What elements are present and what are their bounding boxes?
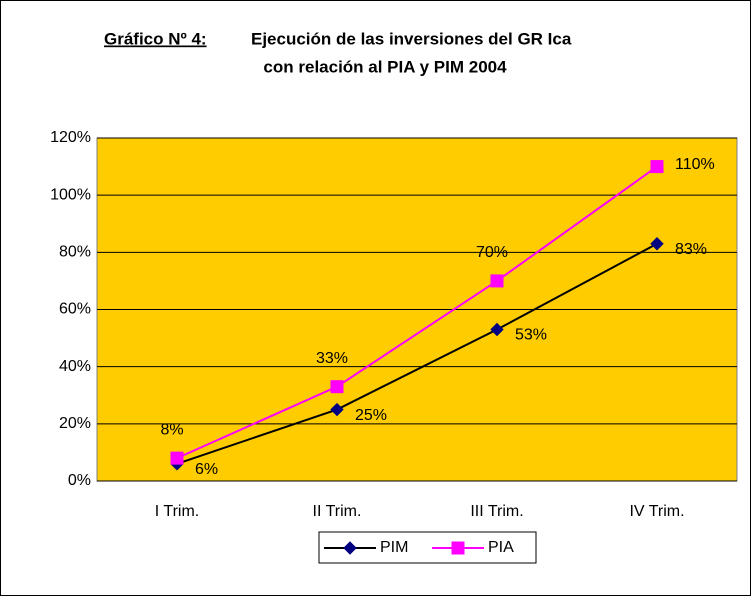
- legend-marker: [343, 541, 357, 555]
- data-label: 53%: [515, 327, 547, 344]
- chart-title: con relación al PIA y PIM 2004: [263, 57, 507, 76]
- x-tick-label: IV Trim.: [629, 503, 684, 520]
- chart-title-label: Gráfico Nº 4:: [104, 29, 207, 48]
- data-label: 70%: [476, 244, 508, 261]
- x-tick-label: III Trim.: [470, 503, 523, 520]
- x-tick-label: I Trim.: [155, 503, 199, 520]
- y-tick-label: 0%: [68, 472, 91, 489]
- legend-marker: [451, 541, 465, 555]
- data-label: 83%: [675, 241, 707, 258]
- legend-label: PIM: [380, 539, 408, 556]
- data-point: [330, 380, 344, 394]
- chart-title: Ejecución de las inversiones del GR Ica: [251, 29, 572, 48]
- data-point: [650, 237, 664, 251]
- series-line: [176, 165, 658, 460]
- x-tick-label: II Trim.: [313, 503, 362, 520]
- y-tick-label: 60%: [59, 301, 91, 318]
- data-label: 110%: [675, 156, 715, 173]
- y-tick-label: 120%: [50, 129, 91, 146]
- data-label: 33%: [316, 350, 348, 367]
- data-label: 25%: [355, 407, 387, 424]
- data-point: [650, 160, 664, 174]
- y-tick-label: 20%: [59, 415, 91, 432]
- y-tick-label: 100%: [50, 186, 91, 203]
- data-label: 6%: [195, 461, 218, 478]
- data-point: [170, 451, 184, 465]
- series-line: [176, 242, 658, 465]
- y-tick-label: 40%: [59, 358, 91, 375]
- legend-label: PIA: [488, 539, 514, 556]
- data-point: [490, 274, 504, 288]
- data-point: [330, 402, 344, 417]
- y-tick-label: 80%: [59, 244, 91, 261]
- data-point: [490, 322, 504, 337]
- data-label: 8%: [160, 421, 183, 438]
